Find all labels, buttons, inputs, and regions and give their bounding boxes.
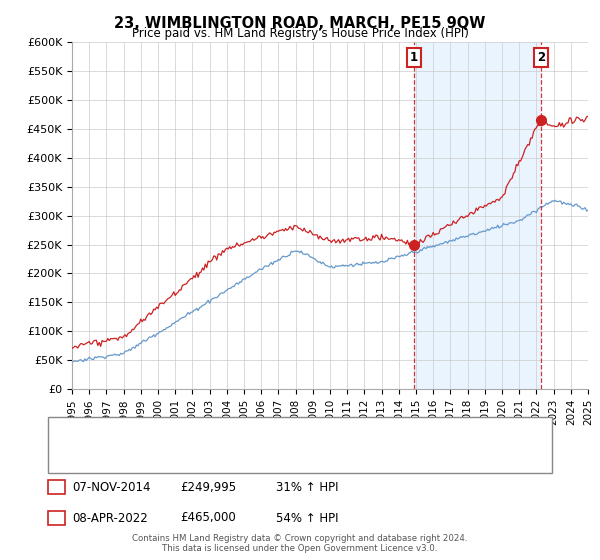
Text: 1: 1 bbox=[410, 50, 418, 64]
Text: 2: 2 bbox=[53, 513, 60, 523]
Text: 1: 1 bbox=[53, 482, 60, 492]
Text: HPI: Average price, detached house, Fenland: HPI: Average price, detached house, Fenl… bbox=[96, 452, 330, 463]
Text: 54% ↑ HPI: 54% ↑ HPI bbox=[276, 511, 338, 525]
Text: 08-APR-2022: 08-APR-2022 bbox=[72, 511, 148, 525]
Bar bbox=[414, 42, 541, 389]
Text: 23, WIMBLINGTON ROAD, MARCH, PE15 9QW (detached house): 23, WIMBLINGTON ROAD, MARCH, PE15 9QW (d… bbox=[96, 428, 425, 438]
Text: 07-NOV-2014: 07-NOV-2014 bbox=[72, 480, 151, 494]
Text: Contains HM Land Registry data © Crown copyright and database right 2024.
This d: Contains HM Land Registry data © Crown c… bbox=[132, 534, 468, 553]
Text: 23, WIMBLINGTON ROAD, MARCH, PE15 9QW: 23, WIMBLINGTON ROAD, MARCH, PE15 9QW bbox=[115, 16, 485, 31]
Text: £249,995: £249,995 bbox=[180, 480, 236, 494]
Text: 31% ↑ HPI: 31% ↑ HPI bbox=[276, 480, 338, 494]
Text: £465,000: £465,000 bbox=[180, 511, 236, 525]
Text: 2: 2 bbox=[537, 50, 545, 64]
Text: Price paid vs. HM Land Registry's House Price Index (HPI): Price paid vs. HM Land Registry's House … bbox=[131, 27, 469, 40]
